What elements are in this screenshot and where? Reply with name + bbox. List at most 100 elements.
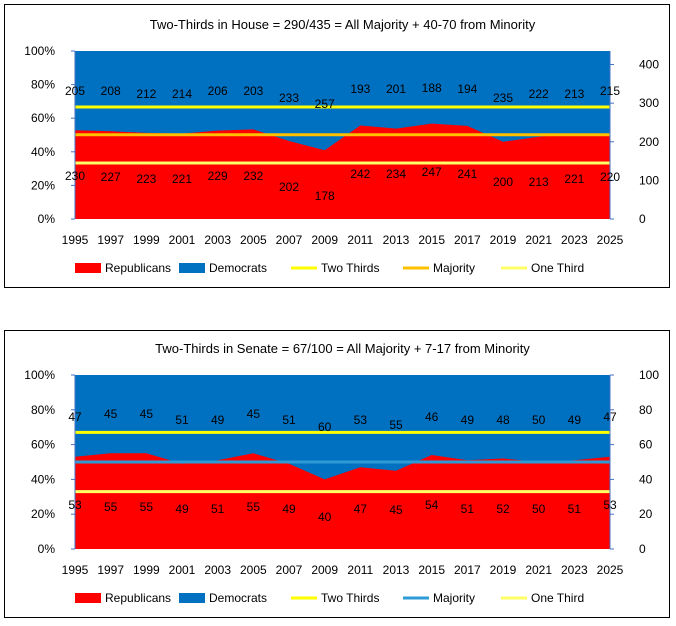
left-tick-label: 20% bbox=[31, 178, 55, 192]
data-label-republicans: 223 bbox=[136, 172, 156, 186]
data-label-democrats: 49 bbox=[211, 413, 225, 427]
data-label-democrats: 60 bbox=[318, 420, 332, 434]
x-tick-label: 2003 bbox=[204, 563, 231, 577]
data-label-democrats: 53 bbox=[354, 413, 368, 427]
data-label-democrats: 45 bbox=[140, 407, 154, 421]
left-tick-label: 100% bbox=[24, 368, 55, 382]
data-label-democrats: 49 bbox=[461, 413, 475, 427]
data-label-republicans: 232 bbox=[243, 169, 263, 183]
x-tick-label: 2007 bbox=[276, 233, 303, 247]
legend-label: Republicans bbox=[105, 591, 171, 605]
x-tick-label: 2013 bbox=[383, 233, 410, 247]
chart-title: Two-Thirds in Senate = 67/100 = All Majo… bbox=[155, 341, 530, 356]
legend-label: Democrats bbox=[209, 261, 267, 275]
legend-label: Two Thirds bbox=[321, 261, 379, 275]
right-tick-label: 400 bbox=[639, 58, 659, 72]
x-tick-label: 2013 bbox=[383, 563, 410, 577]
data-label-republicans: 227 bbox=[101, 170, 121, 184]
x-tick-label: 2023 bbox=[561, 233, 588, 247]
left-tick-label: 100% bbox=[24, 44, 55, 58]
data-label-republicans: 230 bbox=[65, 169, 85, 183]
data-label-democrats: 214 bbox=[172, 87, 192, 101]
x-tick-label: 2011 bbox=[347, 563, 373, 577]
left-tick-label: 80% bbox=[31, 403, 55, 417]
data-label-democrats: 201 bbox=[386, 82, 406, 96]
x-tick-label: 2019 bbox=[490, 563, 517, 577]
data-label-republicans: 51 bbox=[211, 502, 225, 516]
data-label-democrats: 188 bbox=[422, 81, 442, 95]
legend-label: Majority bbox=[433, 261, 475, 275]
left-tick-label: 80% bbox=[31, 78, 55, 92]
right-tick-label: 60 bbox=[639, 438, 653, 452]
x-tick-label: 2005 bbox=[240, 563, 267, 577]
x-tick-label: 2005 bbox=[240, 233, 267, 247]
data-label-democrats: 213 bbox=[564, 87, 584, 101]
data-label-republicans: 178 bbox=[315, 189, 335, 203]
x-tick-label: 2017 bbox=[454, 563, 481, 577]
left-tick-label: 40% bbox=[31, 145, 55, 159]
data-label-republicans: 200 bbox=[493, 175, 513, 189]
left-tick-label: 0% bbox=[38, 542, 56, 556]
data-label-democrats: 51 bbox=[175, 413, 189, 427]
right-tick-label: 80 bbox=[639, 403, 653, 417]
data-label-democrats: 233 bbox=[279, 91, 299, 105]
x-tick-label: 1997 bbox=[97, 563, 124, 577]
data-label-republicans: 241 bbox=[457, 167, 477, 181]
data-label-democrats: 215 bbox=[600, 84, 620, 98]
left-tick-label: 20% bbox=[31, 507, 55, 521]
right-tick-label: 100 bbox=[639, 368, 659, 382]
data-label-republicans: 53 bbox=[603, 498, 617, 512]
data-label-democrats: 51 bbox=[282, 413, 296, 427]
right-tick-label: 0 bbox=[639, 212, 646, 226]
x-tick-label: 2001 bbox=[169, 233, 196, 247]
x-tick-label: 2021 bbox=[525, 233, 552, 247]
left-tick-label: 0% bbox=[38, 212, 56, 226]
data-label-democrats: 47 bbox=[68, 410, 82, 424]
x-tick-label: 2023 bbox=[561, 563, 588, 577]
data-label-democrats: 235 bbox=[493, 91, 513, 105]
data-label-republicans: 202 bbox=[279, 180, 299, 194]
x-tick-label: 1999 bbox=[133, 563, 160, 577]
data-label-democrats: 208 bbox=[101, 84, 121, 98]
data-label-democrats: 205 bbox=[65, 84, 85, 98]
data-label-republicans: 51 bbox=[461, 502, 475, 516]
right-tick-label: 20 bbox=[639, 507, 653, 521]
data-label-republicans: 213 bbox=[529, 175, 549, 189]
x-tick-label: 2009 bbox=[311, 563, 338, 577]
legend-swatch bbox=[179, 593, 205, 603]
x-tick-label: 2009 bbox=[311, 233, 338, 247]
x-tick-label: 2019 bbox=[490, 233, 517, 247]
data-label-republicans: 53 bbox=[68, 498, 82, 512]
x-tick-label: 2011 bbox=[347, 233, 373, 247]
data-label-democrats: 222 bbox=[529, 87, 549, 101]
x-tick-label: 2003 bbox=[204, 233, 231, 247]
data-label-republicans: 55 bbox=[247, 500, 261, 514]
right-tick-label: 100 bbox=[639, 173, 659, 187]
data-label-democrats: 47 bbox=[603, 410, 617, 424]
data-label-republicans: 242 bbox=[350, 167, 370, 181]
data-label-republicans: 54 bbox=[425, 498, 439, 512]
data-label-democrats: 48 bbox=[496, 413, 510, 427]
x-tick-label: 1997 bbox=[97, 233, 124, 247]
data-label-democrats: 193 bbox=[350, 82, 370, 96]
senate-chart: Two-Thirds in Senate = 67/100 = All Majo… bbox=[4, 330, 670, 618]
data-label-republicans: 221 bbox=[172, 172, 192, 186]
data-label-democrats: 203 bbox=[243, 84, 263, 98]
house-chart-svg: Two-Thirds in House = 290/435 = All Majo… bbox=[24, 17, 659, 275]
data-label-republicans: 45 bbox=[389, 503, 403, 517]
data-label-democrats: 55 bbox=[389, 418, 403, 432]
x-tick-label: 2007 bbox=[276, 563, 303, 577]
right-tick-label: 200 bbox=[639, 135, 659, 149]
left-tick-label: 60% bbox=[31, 111, 55, 125]
legend-swatch bbox=[179, 263, 205, 273]
data-label-republicans: 47 bbox=[354, 502, 368, 516]
legend-label: Majority bbox=[433, 591, 475, 605]
data-label-republicans: 247 bbox=[422, 165, 442, 179]
data-label-democrats: 45 bbox=[104, 407, 118, 421]
legend-swatch bbox=[75, 263, 101, 273]
right-tick-label: 0 bbox=[639, 542, 646, 556]
data-label-republicans: 229 bbox=[208, 169, 228, 183]
legend-label: One Third bbox=[531, 261, 584, 275]
data-label-republicans: 51 bbox=[568, 502, 582, 516]
legend-swatch bbox=[75, 593, 101, 603]
